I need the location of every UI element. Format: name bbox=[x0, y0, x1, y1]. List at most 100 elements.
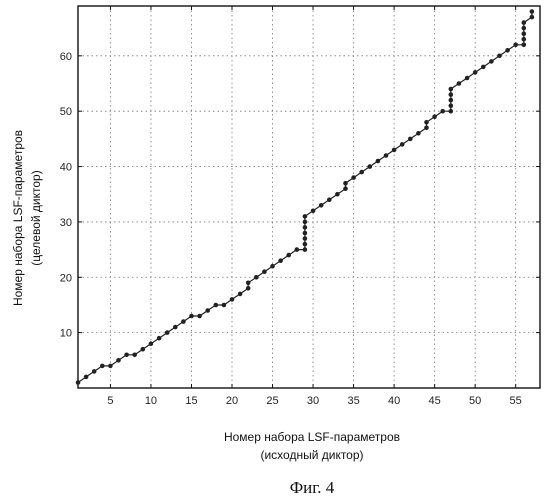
x-tick-labels: 5 10 15 20 25 30 35 40 45 50 55 bbox=[107, 395, 521, 407]
data-point bbox=[473, 70, 478, 75]
data-point bbox=[376, 159, 381, 164]
y-tick-label: 60 bbox=[60, 51, 72, 63]
series-line bbox=[78, 12, 532, 383]
data-point bbox=[513, 43, 518, 48]
data-point bbox=[489, 59, 494, 64]
data-point bbox=[149, 341, 154, 346]
x-tick-label: 50 bbox=[469, 395, 481, 407]
data-point bbox=[522, 43, 527, 48]
data-point bbox=[400, 142, 405, 147]
data-point bbox=[84, 375, 89, 380]
data-point bbox=[141, 347, 146, 352]
data-point bbox=[530, 15, 535, 20]
data-point bbox=[230, 297, 235, 302]
data-points bbox=[76, 9, 535, 385]
data-point bbox=[522, 26, 527, 31]
data-point bbox=[465, 76, 470, 81]
data-point bbox=[319, 203, 324, 208]
grid bbox=[78, 6, 540, 388]
x-tick-label: 30 bbox=[307, 395, 319, 407]
data-point bbox=[124, 353, 129, 358]
x-tick-label: 35 bbox=[347, 395, 359, 407]
y-axis-label-line-1: Номер набора LSF-параметров bbox=[11, 130, 25, 306]
data-point bbox=[449, 109, 454, 114]
data-point bbox=[303, 236, 308, 241]
x-tick-label: 5 bbox=[107, 395, 113, 407]
data-point bbox=[246, 286, 251, 291]
data-point bbox=[303, 231, 308, 236]
x-tick-label: 40 bbox=[388, 395, 400, 407]
data-point bbox=[368, 164, 373, 169]
data-point bbox=[343, 181, 348, 186]
data-point bbox=[303, 247, 308, 252]
figure-caption: Фиг. 4 bbox=[290, 478, 335, 497]
data-point bbox=[424, 120, 429, 125]
data-point bbox=[522, 20, 527, 25]
data-point bbox=[449, 92, 454, 97]
data-point bbox=[92, 369, 97, 374]
data-point bbox=[522, 31, 527, 36]
data-point bbox=[108, 364, 113, 369]
data-point bbox=[286, 253, 291, 258]
y-tick-label: 20 bbox=[60, 272, 72, 284]
x-tick-label: 55 bbox=[510, 395, 522, 407]
data-point bbox=[303, 214, 308, 219]
data-point bbox=[311, 209, 316, 214]
data-point bbox=[351, 175, 356, 180]
y-tick-label: 10 bbox=[60, 328, 72, 340]
data-point bbox=[359, 170, 364, 175]
data-point bbox=[505, 48, 510, 53]
data-point bbox=[303, 225, 308, 230]
data-point bbox=[189, 314, 194, 319]
data-point bbox=[408, 137, 413, 142]
data-point bbox=[246, 281, 251, 286]
y-tick-label: 30 bbox=[60, 217, 72, 229]
data-point bbox=[449, 98, 454, 103]
data-point bbox=[116, 358, 121, 363]
data-point bbox=[457, 81, 462, 86]
data-point bbox=[432, 114, 437, 119]
axis-ticks bbox=[78, 6, 540, 388]
data-point bbox=[254, 275, 259, 280]
data-point bbox=[392, 148, 397, 153]
data-point bbox=[262, 269, 267, 274]
data-point bbox=[343, 186, 348, 191]
data-point bbox=[303, 242, 308, 247]
x-tick-label: 15 bbox=[185, 395, 197, 407]
data-point bbox=[214, 303, 219, 308]
data-point bbox=[222, 303, 227, 308]
data-point bbox=[449, 87, 454, 92]
x-tick-label: 20 bbox=[226, 395, 238, 407]
data-point bbox=[278, 258, 283, 263]
data-point bbox=[303, 220, 308, 225]
x-tick-label: 45 bbox=[429, 395, 441, 407]
y-axis-label-line-2: (целевой диктор) bbox=[29, 170, 43, 265]
data-point bbox=[165, 330, 170, 335]
y-tick-label: 40 bbox=[60, 162, 72, 174]
data-point bbox=[197, 314, 202, 319]
x-axis-label-line-1: Номер набора LSF-параметров bbox=[224, 430, 400, 444]
x-axis-label-line-2: (исходный диктор) bbox=[260, 448, 363, 462]
data-point bbox=[384, 153, 389, 158]
data-point bbox=[181, 319, 186, 324]
data-point bbox=[270, 264, 275, 269]
data-point bbox=[530, 9, 535, 14]
y-tick-label: 50 bbox=[60, 106, 72, 118]
x-tick-label: 25 bbox=[266, 395, 278, 407]
plot-frame bbox=[78, 6, 540, 388]
data-point bbox=[132, 353, 137, 358]
x-tick-label: 10 bbox=[145, 395, 157, 407]
data-point bbox=[335, 192, 340, 197]
data-point bbox=[76, 380, 81, 385]
data-point bbox=[449, 103, 454, 108]
data-point bbox=[238, 292, 243, 297]
data-point bbox=[440, 109, 445, 114]
data-point bbox=[100, 364, 105, 369]
data-point bbox=[497, 54, 502, 59]
data-point bbox=[295, 247, 300, 252]
data-point bbox=[424, 126, 429, 131]
data-point bbox=[522, 37, 527, 42]
data-point bbox=[416, 131, 421, 136]
data-point bbox=[173, 325, 178, 330]
